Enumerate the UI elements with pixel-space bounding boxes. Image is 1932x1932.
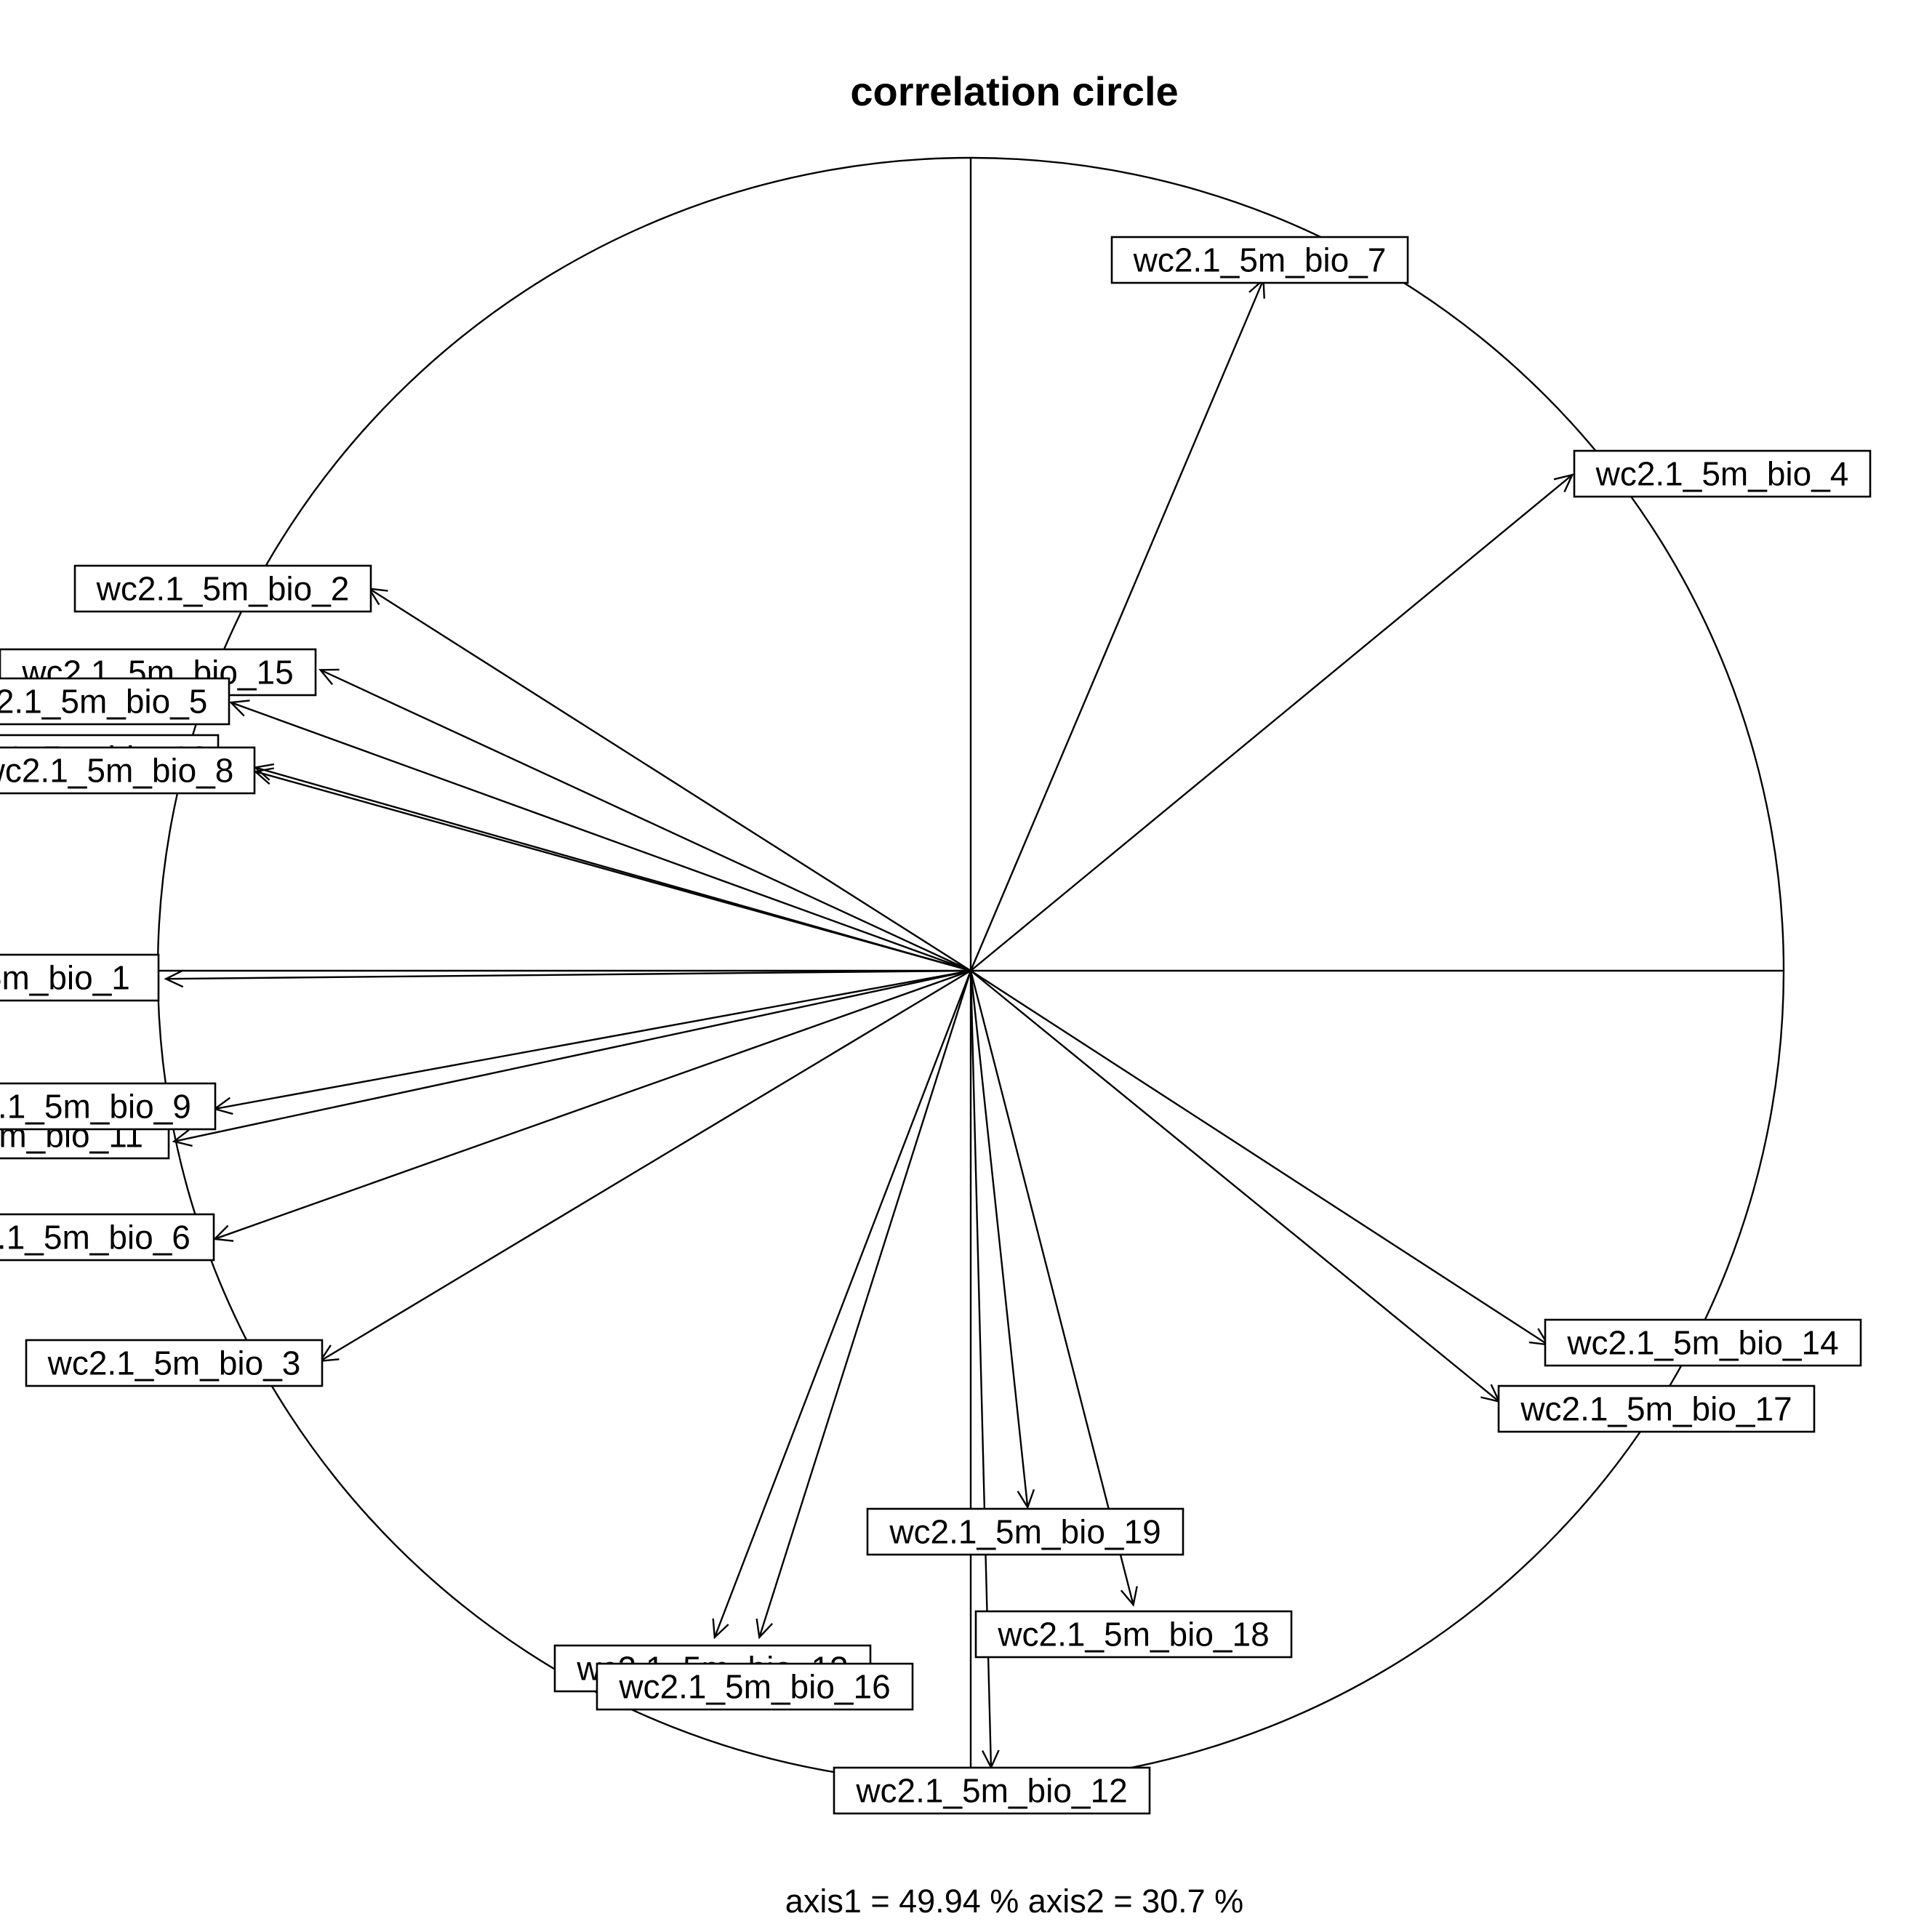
label-text-wc2-1-5m-bio-9: wc2.1_5m_bio_9 [0,1088,191,1126]
arrow-shaft-wc2-1-5m-bio-16 [758,970,972,1638]
label-box-wc2-1-5m-bio-4 [1573,449,1872,498]
arrow-shaft-wc2-1-5m-bio-6 [214,969,971,1240]
arrow-shaft-wc2-1-5m-bio-9 [215,969,971,1110]
arrow-shaft-wc2-1-5m-bio-10 [254,770,971,972]
label-text-wc2-1-5m-bio-3: wc2.1_5m_bio_3 [47,1344,301,1382]
label-text-wc2-1-5m-bio-5: wc2.1_5m_bio_5 [0,683,207,721]
arrow-wc2-1-5m-bio-3 [318,969,971,1363]
arrow-wc2-1-5m-bio-6 [212,969,971,1242]
label-box-wc2-1-5m-bio-1 [0,953,160,1002]
arrow-shaft-wc2-1-5m-bio-4 [970,474,1574,971]
arrow-wc2-1-5m-bio-5 [229,700,971,972]
label-wc2-1-5m-bio-7: wc2.1_5m_bio_7 [1110,236,1409,284]
arrow-wc2-1-5m-bio-15 [318,668,971,972]
arrow-head-wc2-1-5m-bio-18 [1120,1586,1138,1607]
label-text-wc2-1-5m-bio-17: wc2.1_5m_bio_17 [1520,1390,1792,1428]
label-wc2-1-5m-bio-4: wc2.1_5m_bio_4 [1573,449,1872,498]
arrow-shaft-wc2-1-5m-bio-18 [969,970,1134,1606]
label-text-wc2-1-5m-bio-8: wc2.1_5m_bio_8 [0,752,233,790]
arrow-wc2-1-5m-bio-8 [253,763,971,972]
arrow-wc2-1-5m-bio-9 [212,969,971,1115]
label-wc2-1-5m-bio-6: wc2.1_5m_bio_6 [0,1213,215,1262]
label-box-wc2-1-5m-bio-3 [25,1339,324,1387]
label-wc2-1-5m-bio-16: wc2.1_5m_bio_16 [596,1662,914,1711]
label-wc2-1-5m-bio-9: wc2.1_5m_bio_9 [0,1082,217,1131]
arrow-wc2-1-5m-bio-4 [970,473,1574,971]
label-wc2-1-5m-bio-8: wc2.1_5m_bio_8 [0,746,256,795]
arrow-head-wc2-1-5m-bio-1 [164,969,184,988]
arrow-shaft-wc2-1-5m-bio-15 [320,669,971,972]
arrow-shaft-wc2-1-5m-bio-13 [713,970,972,1638]
label-wc2-1-5m-bio-18: wc2.1_5m_bio_18 [974,1610,1293,1659]
arrow-shaft-wc2-1-5m-bio-19 [969,970,1029,1508]
label-text-wc2-1-5m-bio-16: wc2.1_5m_bio_16 [618,1668,890,1706]
arrow-wc2-1-5m-bio-14 [970,969,1550,1346]
label-box-wc2-1-5m-bio-18 [974,1610,1293,1659]
axis-inertia-footer: axis1 = 49.94 % axis2 = 30.7 % [785,1883,1243,1920]
label-box-wc2-1-5m-bio-6 [0,1213,215,1262]
label-box-wc2-1-5m-bio-16 [596,1662,914,1711]
label-text-wc2-1-5m-bio-7: wc2.1_5m_bio_7 [1133,241,1387,279]
label-box-wc2-1-5m-bio-17 [1497,1384,1816,1433]
label-text-wc2-1-5m-bio-14: wc2.1_5m_bio_14 [1566,1324,1838,1362]
label-text-wc2-1-5m-bio-19: wc2.1_5m_bio_19 [889,1513,1161,1551]
arrow-wc2-1-5m-bio-19 [969,970,1035,1510]
label-box-wc2-1-5m-bio-8 [0,746,256,795]
label-text-wc2-1-5m-bio-6: wc2.1_5m_bio_6 [0,1219,191,1256]
arrow-shaft-wc2-1-5m-bio-5 [231,701,971,972]
arrow-wc2-1-5m-bio-13 [712,970,972,1640]
label-box-wc2-1-5m-bio-2 [73,564,372,613]
label-box-wc2-1-5m-bio-5 [0,677,231,726]
arrow-shaft-wc2-1-5m-bio-14 [970,969,1549,1346]
arrow-wc2-1-5m-bio-16 [755,970,972,1640]
label-text-wc2-1-5m-bio-12: wc2.1_5m_bio_12 [855,1772,1127,1810]
label-wc2-1-5m-bio-12: wc2.1_5m_bio_12 [833,1766,1151,1815]
label-wc2-1-5m-bio-1: wc2.1_5m_bio_1 [0,953,160,1002]
arrow-shaft-wc2-1-5m-bio-3 [319,969,971,1362]
label-wc2-1-5m-bio-17: wc2.1_5m_bio_17 [1497,1384,1816,1433]
label-box-wc2-1-5m-bio-9 [0,1082,217,1131]
arrow-head-wc2-1-5m-bio-11 [172,1129,193,1147]
arrow-shaft-wc2-1-5m-bio-2 [369,588,971,972]
label-wc2-1-5m-bio-14: wc2.1_5m_bio_14 [1544,1318,1862,1367]
arrow-wc2-1-5m-bio-17 [970,970,1501,1403]
label-wc2-1-5m-bio-2: wc2.1_5m_bio_2 [73,564,372,613]
label-box-wc2-1-5m-bio-12 [833,1766,1151,1815]
arrow-wc2-1-5m-bio-2 [367,588,971,972]
label-text-wc2-1-5m-bio-2: wc2.1_5m_bio_2 [96,570,350,608]
label-wc2-1-5m-bio-5: wc2.1_5m_bio_5 [0,677,231,726]
label-box-wc2-1-5m-bio-7 [1110,236,1409,284]
arrow-shaft-wc2-1-5m-bio-7 [969,279,1264,971]
variable-labels: wc2.1_5m_bio_1 wc2.1_5m_bio_7 wc2.1_5m_bio… [0,236,1872,1815]
arrow-head-wc2-1-5m-bio-4 [1553,473,1574,493]
arrow-head-wc2-1-5m-bio-5 [229,700,250,717]
arrow-head-wc2-1-5m-bio-16 [755,1618,774,1640]
arrow-wc2-1-5m-bio-1 [164,969,971,988]
arrow-wc2-1-5m-bio-11 [172,969,971,1147]
arrow-wc2-1-5m-bio-7 [969,278,1265,971]
chart-title: correlation circle [850,68,1178,114]
arrow-shaft-wc2-1-5m-bio-1 [166,969,971,980]
arrow-shaft-wc2-1-5m-bio-17 [970,970,1500,1403]
arrow-head-wc2-1-5m-bio-19 [1017,1488,1035,1510]
label-wc2-1-5m-bio-19: wc2.1_5m_bio_19 [866,1507,1185,1556]
arrow-head-wc2-1-5m-bio-15 [318,668,340,686]
label-box-wc2-1-5m-bio-19 [866,1507,1185,1556]
label-wc2-1-5m-bio-3: wc2.1_5m_bio_3 [25,1339,324,1387]
label-text-wc2-1-5m-bio-18: wc2.1_5m_bio_18 [997,1616,1269,1654]
label-box-wc2-1-5m-bio-14 [1544,1318,1862,1367]
label-text-wc2-1-5m-bio-1: wc2.1_5m_bio_1 [0,959,130,997]
arrow-wc2-1-5m-bio-18 [969,970,1138,1607]
label-text-wc2-1-5m-bio-4: wc2.1_5m_bio_4 [1595,455,1849,493]
arrow-head-wc2-1-5m-bio-13 [712,1618,729,1640]
arrow-shaft-wc2-1-5m-bio-11 [174,969,971,1142]
